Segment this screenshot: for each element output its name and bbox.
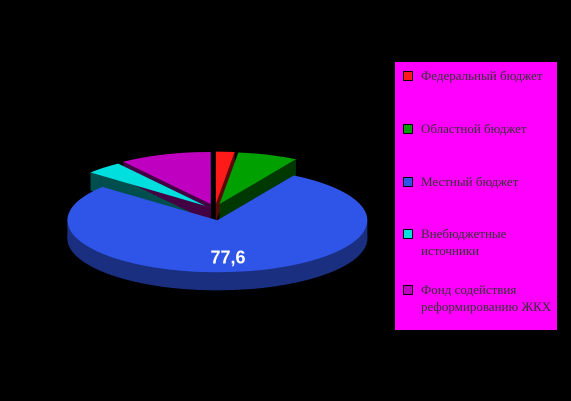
legend-item: Внебюджетные источники: [403, 225, 553, 259]
slice: [90, 163, 206, 206]
legend-swatch: [403, 71, 413, 81]
legend-item: Фонд содействия реформированию ЖКХ: [403, 281, 553, 315]
legend-label: Федеральный бюджет: [421, 68, 543, 83]
legend-label: Областной бюджет: [421, 121, 527, 136]
legend-item: Федеральный бюджет: [403, 67, 553, 84]
legend-item: Местный бюджет: [403, 173, 553, 190]
legend: Федеральный бюджет Областной бюджет Местны…: [395, 62, 557, 330]
legend-item: Областной бюджет: [403, 120, 553, 137]
slice: [219, 152, 296, 205]
legend-label: Внебюджетные источники: [421, 226, 507, 258]
value-label: 77,6: [210, 247, 245, 267]
legend-swatch: [403, 124, 413, 134]
slice-side: [67, 220, 368, 291]
slice: [123, 152, 211, 205]
slice: [67, 175, 368, 273]
legend-label: Местный бюджет: [421, 174, 519, 189]
legend-swatch: [403, 285, 413, 295]
legend-swatch: [403, 177, 413, 187]
slice: [215, 151, 235, 204]
slice-wall: [219, 159, 296, 223]
legend-label: Фонд содействия реформированию ЖКХ: [421, 282, 552, 314]
legend-swatch: [403, 229, 413, 239]
